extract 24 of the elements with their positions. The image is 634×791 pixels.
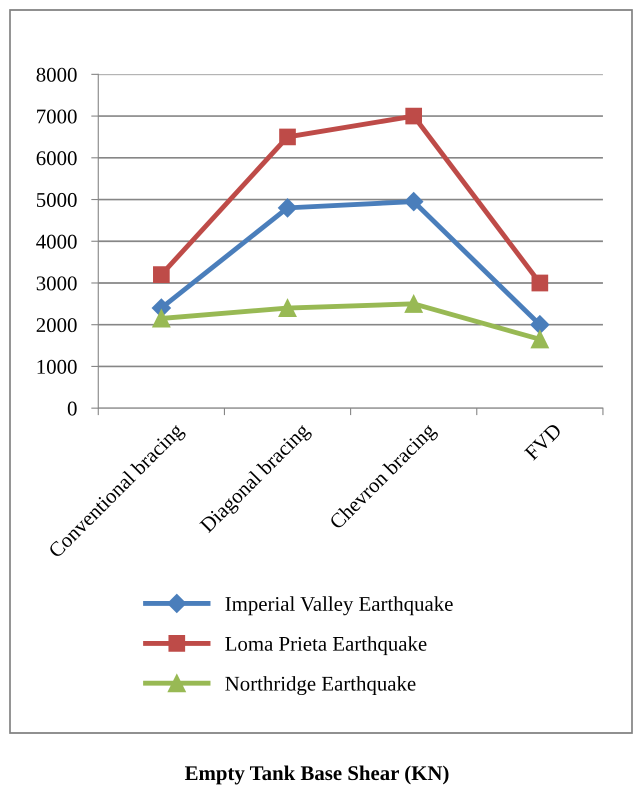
point (279, 128, 296, 146)
point (532, 274, 548, 292)
point (153, 266, 170, 283)
y-tick-label: 1000 (38, 360, 77, 374)
y-tick-label: 5000 (36, 192, 77, 207)
text: Empty Tank Base Shear (KN) (184, 766, 448, 784)
point (530, 330, 549, 348)
point (278, 198, 298, 218)
point (152, 309, 170, 328)
point (530, 315, 550, 334)
y-tick-label: 4000 (36, 234, 77, 249)
point (404, 294, 423, 313)
point (405, 108, 422, 124)
y-tick-label: 0 (68, 402, 77, 416)
point (278, 298, 297, 318)
y-tick-label: 8000 (36, 68, 77, 82)
point (404, 192, 424, 212)
legend-label: Loma Prieta Earthquake (225, 636, 426, 656)
legend-label: Imperial Valley Earthquake (225, 596, 453, 616)
y-tick-label: 7000 (37, 109, 77, 124)
y-tick-label: 3000 (36, 276, 77, 290)
y-tick-label: 2000 (36, 318, 77, 332)
y-tick-label: 6000 (36, 151, 77, 166)
legend-label: Northridge Earthquake (225, 676, 416, 696)
